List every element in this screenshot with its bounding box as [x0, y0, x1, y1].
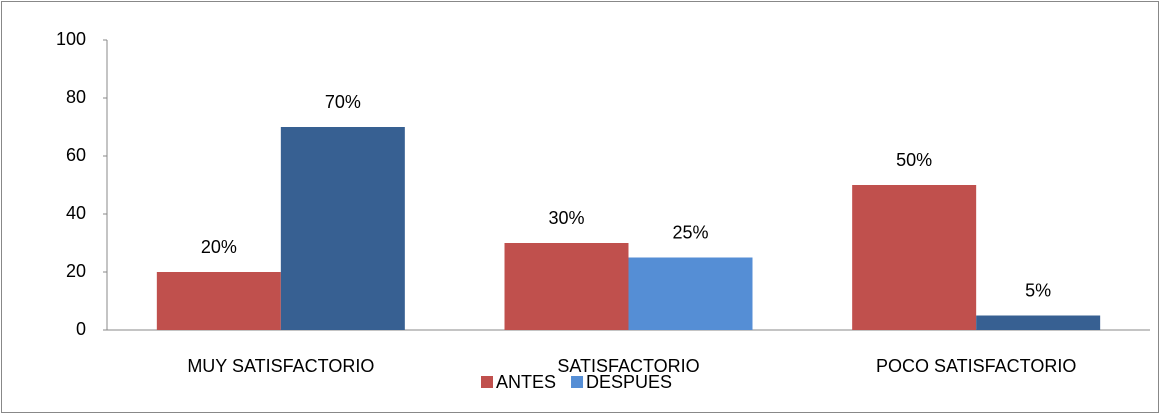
- bar: [280, 127, 405, 330]
- x-tick-label: SATISFACTORIO: [557, 356, 699, 376]
- bar: [504, 243, 629, 330]
- y-tick-label: 80: [66, 87, 86, 107]
- bar: [628, 257, 753, 330]
- legend-label: ANTES: [496, 372, 556, 392]
- legend-swatch: [571, 376, 584, 388]
- bar: [976, 315, 1101, 330]
- value-label: 70%: [325, 92, 361, 112]
- y-tick-label: 0: [76, 319, 86, 339]
- y-tick-label: 40: [66, 203, 86, 223]
- legend-label: DESPUES: [586, 372, 672, 392]
- x-tick-label: POCO SATISFACTORIO: [876, 356, 1076, 376]
- value-label: 20%: [201, 237, 237, 257]
- value-label: 25%: [672, 222, 708, 242]
- value-label: 5%: [1025, 280, 1051, 300]
- value-label: 50%: [896, 150, 932, 170]
- legend-swatch: [481, 376, 493, 388]
- y-tick-label: 100: [56, 29, 86, 49]
- bar: [156, 272, 281, 330]
- value-label: 30%: [548, 208, 584, 228]
- x-tick-label: MUY SATISFACTORIO: [187, 356, 374, 376]
- y-tick-label: 60: [66, 145, 86, 165]
- bar: [852, 185, 977, 330]
- y-tick-label: 20: [66, 261, 86, 281]
